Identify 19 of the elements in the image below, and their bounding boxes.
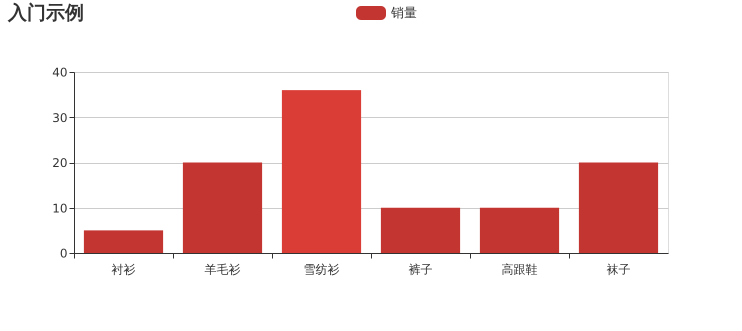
- y-tick-label: 30: [52, 110, 68, 125]
- chart-title: 入门示例: [7, 2, 84, 24]
- y-tick-label: 0: [60, 246, 68, 260]
- y-tick-label: 40: [52, 66, 68, 80]
- y-tick-label: 20: [52, 156, 68, 170]
- y-tick-label: 10: [52, 201, 68, 216]
- legend-label: 销量: [390, 6, 417, 21]
- bar: [578, 162, 658, 253]
- x-tick-label: 高跟鞋: [502, 262, 538, 276]
- bar: [84, 230, 164, 253]
- x-tick-label: 衬衫: [112, 262, 136, 276]
- x-tick-label: 雪纺衫: [304, 262, 340, 276]
- bar: [182, 162, 262, 253]
- bar: [282, 90, 362, 253]
- x-tick-label: 裤子: [408, 262, 432, 276]
- bar: [480, 208, 560, 253]
- x-tick-label: 袜子: [606, 262, 630, 276]
- x-tick-label: 羊毛衫: [204, 262, 240, 276]
- bar: [380, 208, 460, 253]
